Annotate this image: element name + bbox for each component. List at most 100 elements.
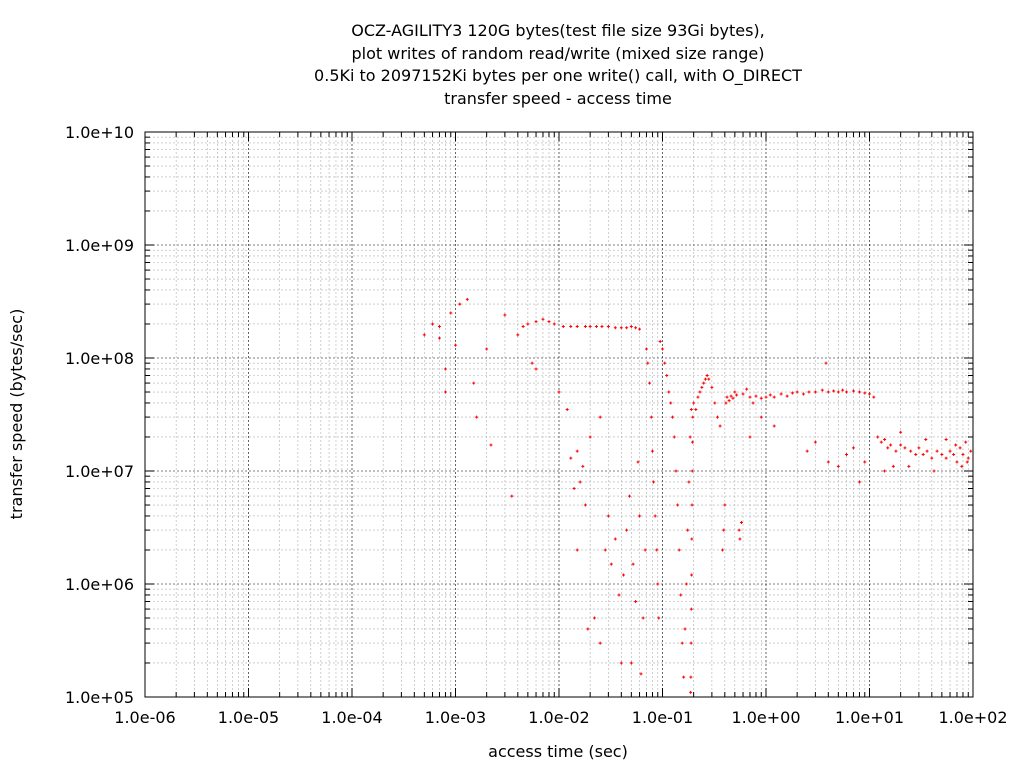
y-axis-label: transfer speed (bytes/sec)	[7, 309, 26, 520]
data-point	[944, 456, 948, 460]
data-point	[613, 537, 617, 541]
data-point	[690, 537, 694, 541]
data-point	[650, 449, 654, 453]
data-point	[903, 446, 907, 450]
data-point	[669, 401, 673, 405]
data-point	[722, 528, 726, 532]
data-point	[863, 391, 867, 395]
data-point	[851, 389, 855, 393]
data-point	[689, 408, 693, 412]
data-point	[883, 469, 887, 473]
data-point	[813, 390, 817, 394]
data-point	[676, 503, 680, 507]
y-tick-label: 1.0e+07	[65, 462, 134, 481]
data-point	[606, 325, 610, 329]
data-point	[759, 396, 763, 400]
data-point	[889, 443, 893, 447]
data-point	[921, 452, 925, 456]
data-point	[655, 548, 659, 552]
data-point	[740, 521, 744, 525]
data-point	[707, 377, 711, 381]
data-point	[876, 435, 880, 439]
data-point	[658, 339, 662, 343]
x-tick-label: 1.0e-01	[632, 708, 693, 727]
data-point	[634, 326, 638, 330]
data-point	[741, 392, 745, 396]
data-point	[845, 390, 849, 394]
data-point	[657, 616, 661, 620]
data-point	[841, 388, 845, 392]
data-point	[851, 446, 855, 450]
data-point	[485, 347, 489, 351]
data-point	[667, 390, 671, 394]
x-tick-label: 1.0e+02	[938, 708, 1007, 727]
data-point	[643, 548, 647, 552]
y-tick-label: 1.0e+10	[65, 123, 134, 142]
data-point	[857, 390, 861, 394]
data-point	[606, 514, 610, 518]
data-point	[443, 367, 447, 371]
data-point	[705, 374, 709, 378]
x-tick-label: 1.0e-04	[321, 708, 382, 727]
data-point	[952, 452, 956, 456]
data-point	[592, 616, 596, 620]
data-point	[465, 297, 469, 301]
data-point	[672, 435, 676, 439]
title-line-4: transfer speed - access time	[444, 89, 672, 108]
data-point	[598, 415, 602, 419]
data-point	[628, 494, 632, 498]
y-tick-label: 1.0e+06	[65, 575, 134, 594]
data-point	[583, 325, 587, 329]
data-point	[619, 326, 623, 330]
data-point	[710, 385, 714, 389]
data-point	[954, 443, 958, 447]
data-point	[677, 548, 681, 552]
data-point	[541, 317, 545, 321]
title-line-1: OCZ-AGILITY3 120G bytes(test file size 9…	[351, 21, 765, 40]
data-point	[820, 388, 824, 392]
data-point	[737, 528, 741, 532]
data-point	[795, 390, 799, 394]
data-point	[826, 460, 830, 464]
data-point	[909, 449, 913, 453]
data-point	[899, 443, 903, 447]
data-point	[735, 393, 739, 397]
data-point	[733, 390, 737, 394]
data-point	[689, 690, 693, 694]
data-point	[944, 438, 948, 442]
data-point	[689, 607, 693, 611]
data-point	[458, 302, 462, 306]
data-point	[422, 333, 426, 337]
data-point	[644, 347, 648, 351]
data-point	[768, 393, 772, 397]
data-point	[600, 325, 604, 329]
data-point	[727, 399, 731, 403]
data-point	[805, 449, 809, 453]
data-point	[731, 396, 735, 400]
data-point	[948, 449, 952, 453]
x-axis-label: access time (sec)	[488, 742, 628, 761]
data-point	[565, 408, 569, 412]
data-point	[679, 593, 683, 597]
data-point	[857, 480, 861, 484]
data-points	[422, 297, 973, 694]
data-point	[665, 374, 669, 378]
data-point	[475, 415, 479, 419]
data-point	[690, 573, 694, 577]
data-point	[836, 390, 840, 394]
data-point	[899, 430, 903, 434]
data-point	[700, 385, 704, 389]
data-point	[702, 381, 706, 385]
y-tick-labels: 1.0e+05 1.0e+06 1.0e+07 1.0e+08 1.0e+09 1.0e+…	[65, 123, 134, 707]
data-point	[914, 452, 918, 456]
data-point	[698, 390, 702, 394]
x-tick-label: 1.0e+01	[835, 708, 904, 727]
data-point	[631, 562, 635, 566]
data-point	[547, 320, 551, 324]
data-point	[725, 395, 729, 399]
data-point	[598, 641, 602, 645]
data-point	[872, 395, 876, 399]
data-point	[684, 582, 688, 586]
data-point	[964, 440, 968, 444]
data-point	[656, 582, 660, 586]
